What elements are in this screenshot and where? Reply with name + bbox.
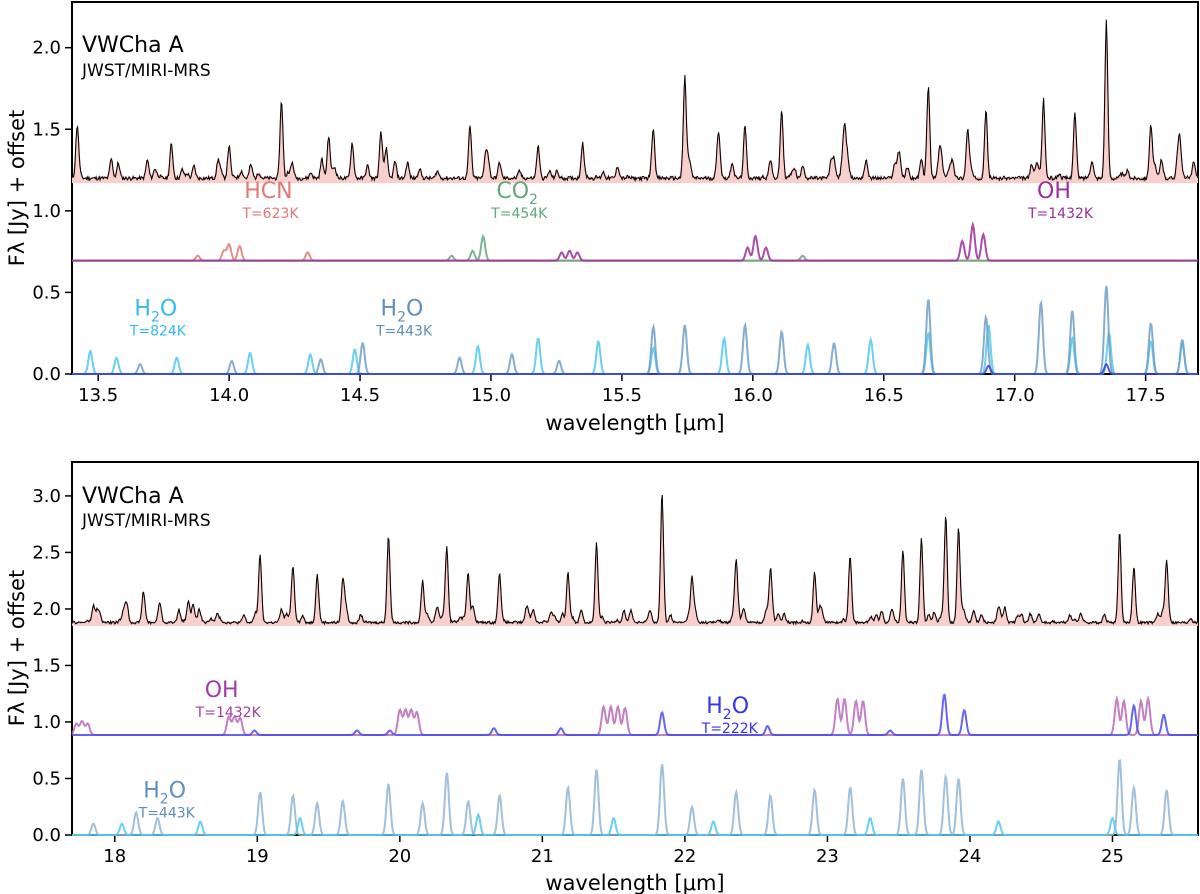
molecule-label: H2O (134, 296, 177, 325)
series-h2o (72, 693, 1198, 736)
series-h2o (72, 759, 1198, 836)
x-tick-label: 21 (531, 846, 554, 867)
molecule-temperature: T=443K (375, 323, 433, 339)
molecule-label: OH (205, 678, 239, 703)
y-tick-label: 1.5 (32, 655, 61, 676)
y-tick-label: 2.0 (32, 38, 61, 59)
chart-title-bottom: VWCha A (82, 484, 184, 509)
molecule-labels-top: HCNT=623KCO2T=454KOHT=1432KH2OT=824KH2OT… (129, 179, 1094, 339)
y-axis-label-top: Fλ [Jy] + offset (5, 110, 29, 267)
x-tick-label: 18 (103, 846, 126, 867)
molecule-label: HCN (244, 179, 292, 204)
series-top (71, 19, 1199, 375)
molecule-temperature: T=454K (490, 206, 548, 222)
x-tick-label: 24 (958, 846, 981, 867)
observed-spectrum (71, 494, 1199, 626)
molecule-temperature: T=222K (701, 721, 759, 737)
x-ticks-top: 13.5 14.0 14.5 15.0 15.5 16.0 16.5 17.0 17.5 (78, 374, 1166, 406)
series-h2o (72, 285, 1198, 375)
panel-top: 0.0 0.5 1.0 1.5 2.0 13.5 14.0 14.5 15.0 15.5 16.0… (5, 1, 1199, 435)
molecule-label: H2O (706, 694, 749, 723)
x-tick-label: 15.0 (471, 385, 511, 406)
x-tick-label: 13.5 (78, 385, 118, 406)
molecule-label: H2O (143, 779, 186, 808)
plot-frame-bottom (71, 461, 1199, 836)
y-axis-label-bottom: Fλ [Jy] + offset (5, 570, 29, 727)
x-tick-label: 17.5 (1126, 385, 1166, 406)
x-tick-label: 25 (1101, 846, 1124, 867)
chart-title-top: VWCha A (82, 33, 184, 58)
x-tick-label: 22 (673, 846, 696, 867)
observed-spectrum (71, 19, 1199, 183)
y-tick-label: 1.5 (32, 119, 61, 140)
y-tick-label: 1.0 (32, 201, 61, 222)
y-tick-label: 2.5 (32, 542, 61, 563)
y-tick-label: 2.0 (32, 599, 61, 620)
x-tick-label: 14.0 (209, 385, 249, 406)
chart-subtitle-bottom: JWST/MIRI-MRS (81, 511, 211, 531)
molecule-label: H2O (381, 296, 424, 325)
x-tick-label: 19 (246, 846, 269, 867)
molecule-temperature: T=1432K (195, 705, 262, 721)
x-tick-label: 23 (816, 846, 839, 867)
model-fit-fill (72, 507, 1198, 626)
molecule-temperature: T=443K (138, 806, 196, 822)
x-tick-label: 15.5 (602, 385, 642, 406)
panel-bottom: 0.0 0.5 1.0 1.5 2.0 2.5 3.0 18 19 20 21 22 23 24 25 O… (5, 461, 1199, 894)
y-tick-label: 0.0 (32, 364, 61, 385)
series-h2o-cold (72, 362, 1198, 375)
x-ticks-bottom: 18 19 20 21 22 23 24 25 (103, 835, 1124, 867)
series-h2o-warm (72, 812, 1198, 836)
x-tick-label: 16.5 (864, 385, 904, 406)
y-tick-label: 0.5 (32, 768, 61, 789)
y-tick-label: 3.0 (32, 486, 61, 507)
model-fit-fill (72, 37, 1198, 184)
chart-subtitle-top: JWST/MIRI-MRS (81, 61, 211, 81)
y-tick-label: 0.0 (32, 825, 61, 846)
y-tick-label: 0.5 (32, 282, 61, 303)
molecule-label: CO2 (496, 179, 538, 208)
model-fit-line (71, 37, 1199, 179)
x-axis-label-bottom: wavelength [μm] (545, 871, 724, 894)
y-tick-label: 1.0 (32, 712, 61, 733)
molecule-temperature: T=623K (241, 206, 299, 222)
x-tick-label: 20 (388, 846, 411, 867)
series-bottom (71, 494, 1199, 836)
molecule-temperature: T=824K (129, 323, 187, 339)
plot-frame-top (71, 1, 1199, 375)
series-h2o (72, 324, 1198, 375)
x-tick-label: 14.5 (340, 385, 380, 406)
molecule-label: OH (1037, 179, 1071, 204)
x-tick-label: 16.0 (733, 385, 773, 406)
x-axis-label-top: wavelength [μm] (545, 411, 724, 435)
model-fit-line (72, 507, 1198, 624)
molecule-temperature: T=1432K (1027, 206, 1094, 222)
x-tick-label: 17.0 (995, 385, 1035, 406)
y-ticks-bottom: 0.0 0.5 1.0 1.5 2.0 2.5 3.0 (32, 486, 72, 846)
series-hcn (72, 242, 1198, 262)
y-ticks-top: 0.0 0.5 1.0 1.5 2.0 (32, 38, 72, 385)
series-oh (72, 221, 1198, 262)
